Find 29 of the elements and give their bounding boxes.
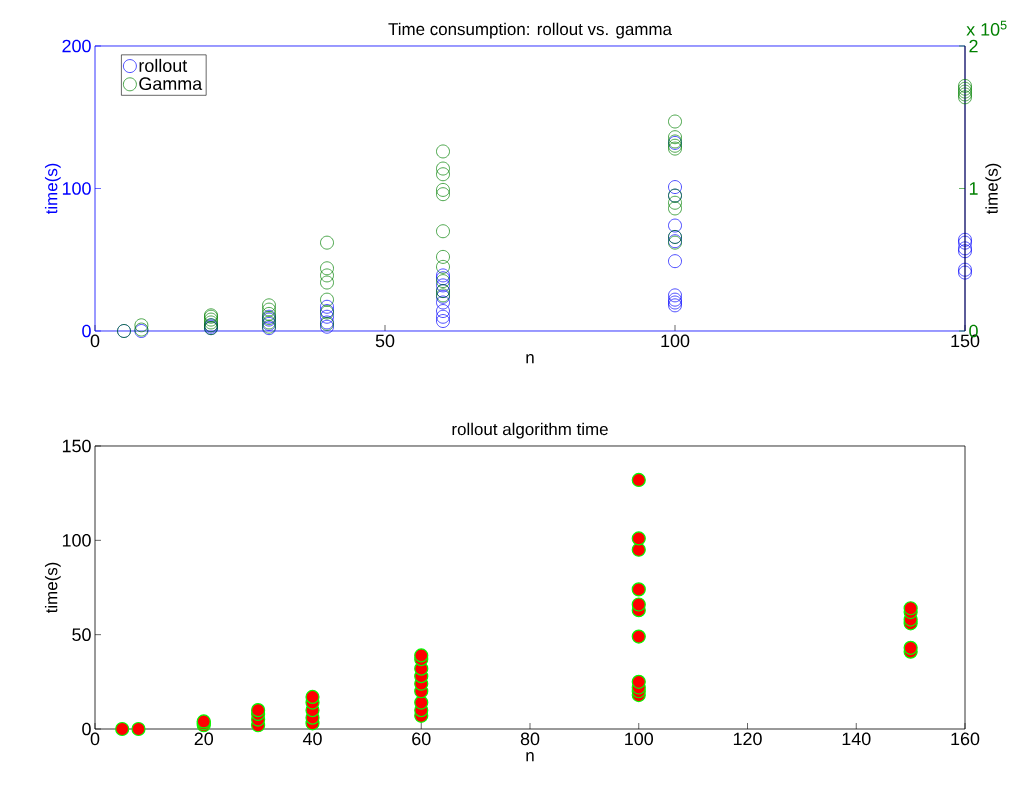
x-tick-label: 120	[733, 732, 762, 746]
y-tick-label: 0	[82, 722, 91, 736]
y-tick-label: 0	[82, 324, 91, 338]
x-tick-label: 80	[520, 732, 540, 746]
y-tick-label: 150	[62, 439, 91, 453]
x-tick-label: 60	[412, 732, 431, 746]
x-tick-label: 160	[951, 732, 980, 746]
x-tick-label: 100	[661, 334, 690, 348]
legend-label: rollout	[139, 58, 188, 72]
legend-label: Gamma	[139, 77, 203, 90]
text: x 10$^{5}$	[966, 20, 1007, 36]
chart-title: Time consumption: rollout vs. gamma	[388, 22, 672, 39]
chart-title: rollout algorithm time	[452, 422, 608, 439]
x-tick-label: 20	[194, 732, 214, 746]
x-tick-label: 140	[842, 732, 871, 746]
y2-tick-label: 2	[969, 39, 978, 53]
x-axis-title: n	[526, 752, 534, 762]
x-tick-label: 40	[302, 732, 322, 746]
y-tick-label: 50	[72, 628, 91, 642]
y2-axis-title: time(s)	[985, 163, 1002, 215]
y-tick-label: 200	[62, 39, 91, 53]
y2-tick-label: 1	[969, 182, 978, 195]
y-tick-label: 100	[62, 533, 91, 547]
y-axis-title: time(s)	[44, 163, 61, 215]
x-axis-title: n	[526, 354, 534, 364]
y-tick-label: 100	[62, 182, 91, 195]
y-axis-title: time(s)	[44, 562, 61, 614]
x-tick-label: 100	[625, 732, 654, 746]
x-tick-label: 50	[375, 334, 395, 348]
